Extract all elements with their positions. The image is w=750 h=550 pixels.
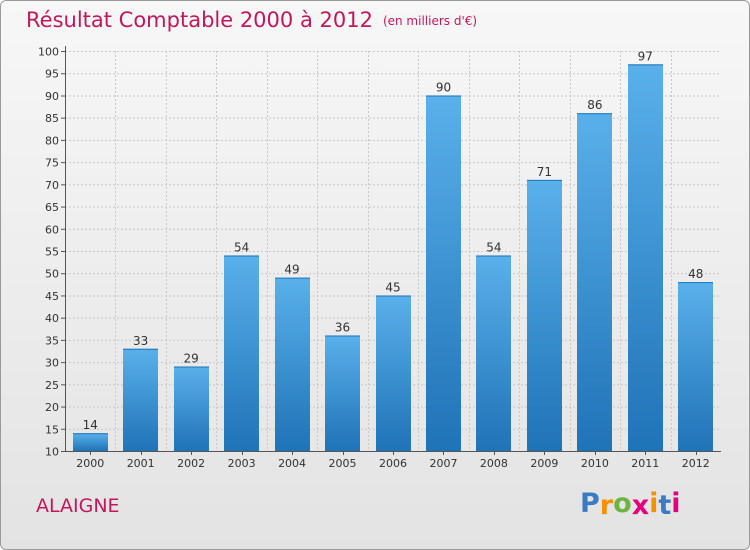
data-label: 49 bbox=[284, 263, 299, 277]
y-tick-label: 20 bbox=[45, 401, 59, 414]
x-tick-label: 2002 bbox=[177, 457, 205, 470]
bar bbox=[174, 366, 209, 451]
y-tick-label: 55 bbox=[45, 246, 59, 259]
y-tick-label: 35 bbox=[45, 334, 59, 347]
data-label: 86 bbox=[587, 98, 602, 112]
axes: 10 15 20 25 30 35 40 45 50 55 60 65 70 75 80 85 90 95 100 2… bbox=[38, 46, 721, 470]
bar bbox=[275, 277, 310, 451]
data-labels: 14 33 29 54 49 36 45 90 54 71 86 97 48 bbox=[83, 49, 704, 432]
y-tick-label: 70 bbox=[45, 179, 59, 192]
y-tick-label: 90 bbox=[45, 90, 59, 103]
y-tick-label: 60 bbox=[45, 223, 59, 236]
data-label: 54 bbox=[234, 240, 249, 254]
data-label: 97 bbox=[638, 49, 653, 63]
x-tick-label: 2012 bbox=[682, 457, 710, 470]
data-label: 54 bbox=[486, 240, 501, 254]
x-tick-label: 2001 bbox=[127, 457, 155, 470]
y-tick-label: 85 bbox=[45, 112, 59, 125]
logo-letter: P bbox=[580, 488, 600, 519]
x-tick-label: 2009 bbox=[530, 457, 558, 470]
logo-letter: i bbox=[671, 488, 681, 519]
x-tick-label: 2004 bbox=[278, 457, 306, 470]
y-tick-label: 100 bbox=[38, 46, 59, 59]
y-tick-label: 65 bbox=[45, 201, 59, 214]
x-tick-label: 2007 bbox=[429, 457, 457, 470]
data-label: 33 bbox=[133, 334, 148, 348]
data-label: 71 bbox=[537, 165, 552, 179]
x-tick-label: 2003 bbox=[228, 457, 256, 470]
bar bbox=[527, 179, 562, 451]
data-label: 90 bbox=[436, 80, 451, 94]
bar bbox=[376, 295, 411, 451]
y-tick-label: 45 bbox=[45, 290, 59, 303]
y-tick-label: 95 bbox=[45, 68, 59, 81]
y-tick-label: 25 bbox=[45, 379, 59, 392]
y-tick-label: 50 bbox=[45, 268, 59, 281]
data-label: 36 bbox=[335, 320, 350, 334]
y-tick-label: 15 bbox=[45, 423, 59, 436]
x-tick-label: 2010 bbox=[581, 457, 609, 470]
bar bbox=[73, 433, 108, 451]
x-tick-label: 2005 bbox=[329, 457, 357, 470]
logo-letter: i bbox=[649, 488, 659, 519]
commune-name: ALAIGNE bbox=[36, 495, 120, 517]
y-tick-label: 75 bbox=[45, 157, 59, 170]
y-tick-label: 40 bbox=[45, 312, 59, 325]
data-label: 14 bbox=[83, 418, 98, 432]
bars bbox=[73, 64, 713, 452]
y-tick-label: 80 bbox=[45, 134, 59, 147]
chart-title: Résultat Comptable 2000 à 2012 (en millie… bbox=[26, 5, 477, 35]
bar bbox=[678, 282, 713, 451]
x-tick-label: 2000 bbox=[76, 457, 104, 470]
bar bbox=[123, 348, 158, 451]
bar bbox=[325, 335, 360, 451]
bar bbox=[224, 255, 259, 451]
y-tick-label: 10 bbox=[45, 446, 59, 459]
x-tick-label: 2011 bbox=[631, 457, 659, 470]
bar bbox=[426, 95, 461, 451]
logo-letter: o bbox=[613, 488, 632, 519]
data-label: 29 bbox=[184, 352, 199, 366]
title-text: Résultat Comptable 2000 à 2012 bbox=[26, 8, 373, 32]
title-unit: (en milliers d'€) bbox=[382, 14, 478, 28]
logo-letter: t bbox=[658, 490, 672, 521]
data-label: 45 bbox=[385, 280, 400, 294]
bar bbox=[628, 64, 663, 452]
data-label: 48 bbox=[688, 267, 703, 281]
x-tick-label: 2008 bbox=[480, 457, 508, 470]
logo-letter: x bbox=[631, 490, 650, 521]
bar bbox=[577, 113, 612, 451]
bar bbox=[476, 255, 511, 451]
y-tick-label: 30 bbox=[45, 357, 59, 370]
x-tick-label: 2006 bbox=[379, 457, 407, 470]
proxiti-logo[interactable]: Proxiti bbox=[580, 488, 681, 521]
logo-letter: r bbox=[599, 490, 614, 521]
